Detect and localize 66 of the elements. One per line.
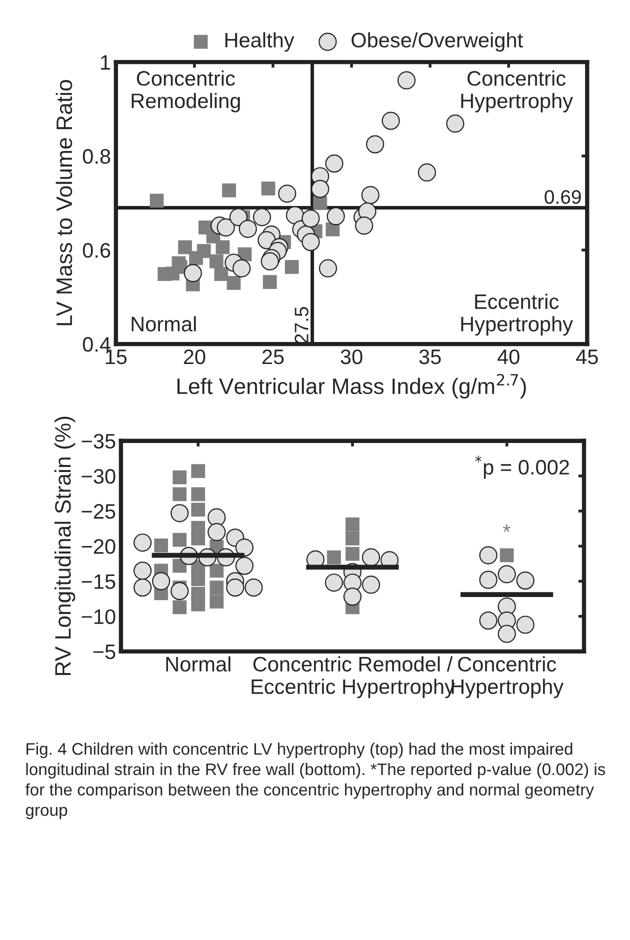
point: [150, 194, 164, 208]
point: [216, 218, 235, 237]
point: [302, 232, 320, 252]
x-tick-label: 20: [184, 349, 206, 364]
point: [238, 220, 257, 238]
point: [214, 267, 228, 281]
point: [318, 259, 338, 278]
point: [178, 240, 192, 254]
y-tick-label: −15: [82, 574, 116, 589]
y-tick-label: −20: [82, 539, 116, 554]
x-tick-label: 25: [262, 349, 284, 364]
ref-line-label: 27.5: [294, 307, 308, 344]
point: [397, 71, 416, 90]
y-tick-label: 0.4: [82, 337, 110, 352]
y-tick-label: −30: [82, 468, 116, 484]
point: [355, 216, 374, 235]
point: [382, 112, 400, 130]
x-axis-title: Left Ventricular Mass Index (g/m$^{2.7}$): [177, 374, 526, 399]
y-tick-label: −35: [82, 434, 116, 449]
point: [261, 182, 276, 196]
y-tick-label: −10: [82, 609, 116, 624]
point: [196, 244, 211, 258]
annotation: Eccentric Hypertrophy: [461, 294, 573, 336]
point: [284, 260, 299, 274]
annotation: Concentric Hypertrophy: [461, 70, 573, 112]
point: [184, 264, 202, 282]
annotation: Normal: [132, 316, 196, 332]
y-tick-label: 0.8: [82, 149, 110, 164]
point: [262, 275, 277, 289]
y-axis-title: LV Mass to Volume Ratio: [56, 80, 72, 326]
point: [325, 154, 344, 173]
caption: Fig. 4 Children with concentric LV hypertrophy (top) had the most impaired longitudinal strain in the RV free wall (bottom). *The reported p-value (0.002) is for the comparison between the concentric hypertrophy and normal geometry group: [25, 742, 606, 820]
point: [326, 207, 345, 226]
x-tick-label: 35: [419, 349, 441, 364]
x-tick-label: 30: [340, 349, 362, 364]
x-tick-label: 15: [106, 350, 127, 364]
x-tick-label: Normal: [166, 656, 230, 672]
point: [210, 254, 224, 268]
point: [252, 208, 272, 226]
point: [229, 208, 248, 226]
y-axis-title: RV Longitudinal Strain (%): [54, 416, 76, 676]
point: [302, 209, 320, 228]
point: [232, 259, 251, 278]
point: [418, 163, 436, 182]
y-tick-label: 0.6: [82, 243, 110, 258]
y-tick-label: −25: [82, 504, 116, 519]
point: [216, 240, 230, 254]
point: [446, 114, 464, 133]
point: [226, 276, 241, 290]
legend-label: Obese/Overweight: [352, 32, 523, 52]
point: [366, 135, 384, 154]
point: [313, 196, 328, 210]
point: [260, 252, 279, 270]
annotation: $^{*}$p = 0.002: [475, 456, 569, 479]
annotation: *: [502, 524, 510, 532]
legend-label: Healthy: [225, 32, 294, 52]
y-tick-label: 1: [101, 55, 110, 70]
x-tick-label: 40: [498, 349, 520, 364]
point: [361, 186, 380, 204]
ref-line-label: 0.69: [544, 190, 581, 204]
point: [222, 183, 236, 198]
y-tick-label: −5: [93, 644, 116, 660]
annotation: Concentric Remodeling: [132, 70, 240, 112]
x-tick-label: 45: [576, 350, 598, 364]
point: [311, 180, 330, 198]
point: [278, 184, 296, 203]
